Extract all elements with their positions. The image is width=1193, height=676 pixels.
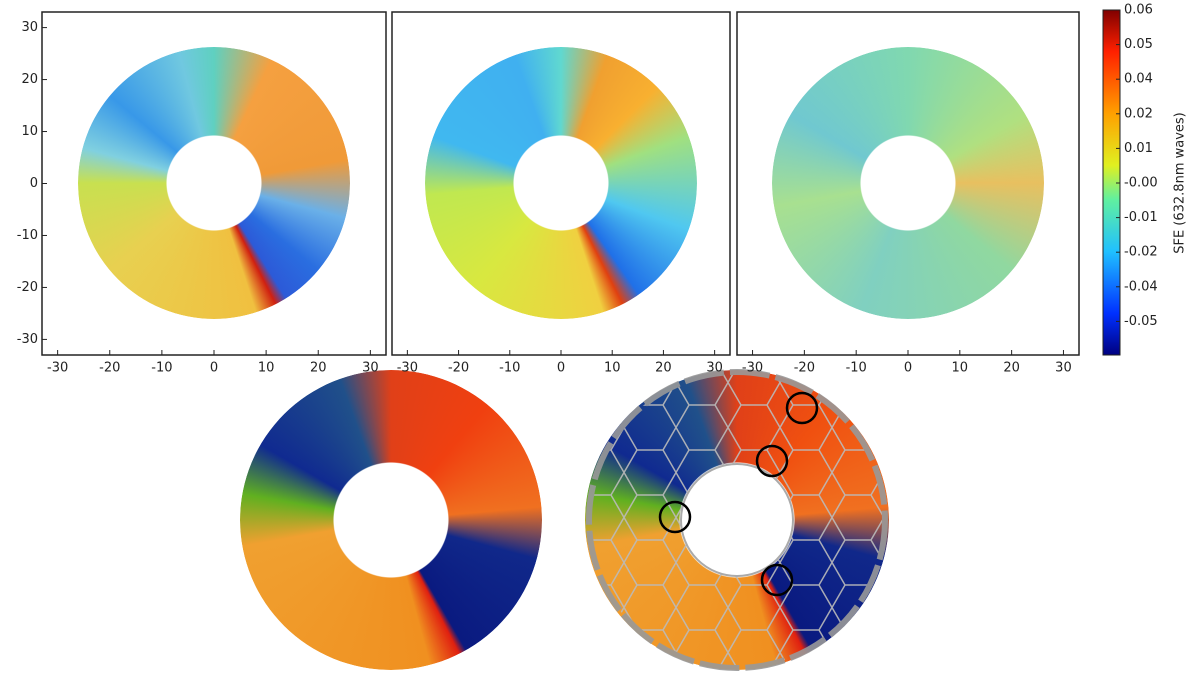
y-tick-label: 30 [21, 20, 38, 35]
x-tick-label: -20 [448, 361, 469, 376]
x-tick-label: -20 [794, 361, 815, 376]
colorbar-label: SFE (632.8nm waves) [1173, 112, 1188, 254]
colorbar-tick-label: 0.06 [1124, 3, 1153, 18]
axes-frame [736, 11, 1080, 356]
colorbar-tick-label: -0.04 [1124, 279, 1158, 294]
y-tick-label: -30 [17, 332, 38, 347]
sfe-map [78, 47, 350, 319]
x-tick-label: 20 [1003, 361, 1020, 376]
fit-map [425, 47, 697, 319]
x-tick-label: -10 [846, 361, 867, 376]
x-tick-label: 0 [557, 361, 565, 376]
x-tick-label: 10 [952, 361, 969, 376]
colorbar-tick-label: 0.02 [1124, 106, 1153, 121]
x-tick-label: 0 [904, 361, 912, 376]
x-tick-label: 30 [706, 361, 723, 376]
y-tick-label: 0 [30, 176, 38, 191]
x-tick-label: -30 [742, 361, 763, 376]
axes-frame [391, 11, 731, 356]
y-tick-label: -10 [17, 228, 38, 243]
colorbar-tick-label: -0.01 [1124, 210, 1158, 225]
y-tick-label: 10 [21, 124, 38, 139]
x-tick-label: -30 [47, 361, 68, 376]
y-tick-label: -20 [17, 280, 38, 295]
x-tick-label: -10 [499, 361, 520, 376]
x-tick-label: 20 [655, 361, 672, 376]
x-tick-label: 0 [210, 361, 218, 376]
axes-frame [41, 11, 387, 356]
colorbar-tick-label: 0.01 [1124, 141, 1153, 156]
colorbar-tick-label: -0.00 [1124, 176, 1158, 191]
x-tick-label: -20 [99, 361, 120, 376]
x-tick-label: 20 [310, 361, 327, 376]
x-tick-label: 10 [258, 361, 275, 376]
colorbar-tick-label: 0.04 [1124, 72, 1153, 87]
colorbar-tick-label: 0.05 [1124, 37, 1153, 52]
measured-map-photo [240, 370, 542, 670]
x-tick-label: 30 [362, 361, 379, 376]
y-tick-label: 20 [21, 72, 38, 87]
x-tick-label: -30 [397, 361, 418, 376]
x-tick-label: 30 [1055, 361, 1072, 376]
hexagon-overlay [586, 369, 888, 671]
colorbar-tick-label: -0.05 [1124, 314, 1158, 329]
x-tick-label: -10 [151, 361, 172, 376]
colorbar-tick-label: -0.02 [1124, 245, 1158, 260]
residual-map [772, 47, 1044, 319]
x-tick-label: 10 [604, 361, 621, 376]
